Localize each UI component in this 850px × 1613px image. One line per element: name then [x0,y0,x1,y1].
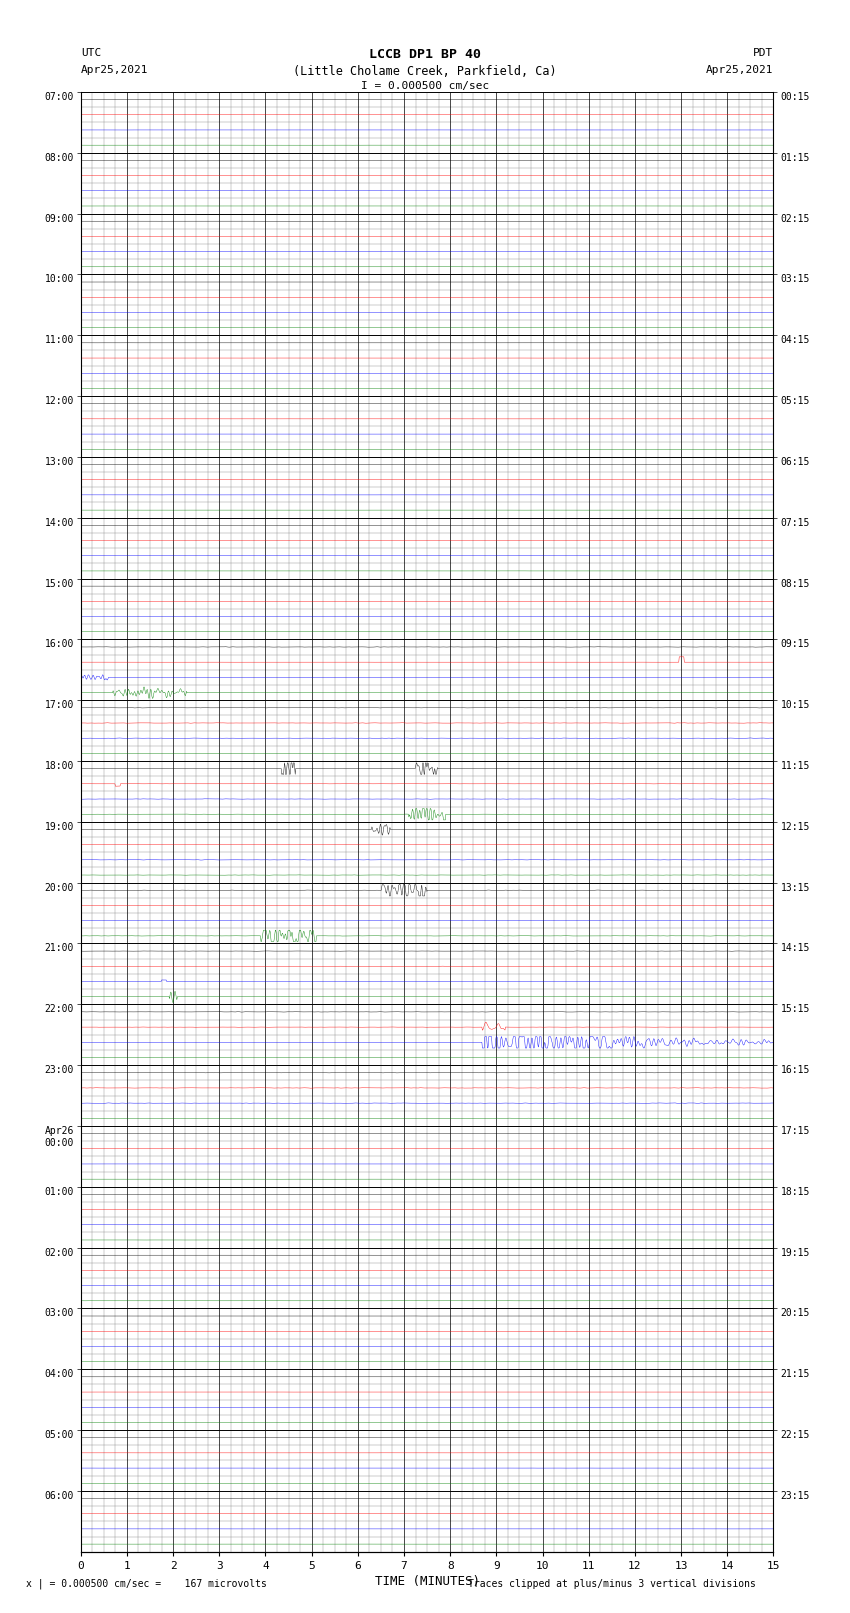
Text: Traces clipped at plus/minus 3 vertical divisions: Traces clipped at plus/minus 3 vertical … [468,1579,756,1589]
Text: UTC: UTC [81,48,101,58]
Text: I = 0.000500 cm/sec: I = 0.000500 cm/sec [361,81,489,90]
Text: PDT: PDT [753,48,774,58]
Text: LCCB DP1 BP 40: LCCB DP1 BP 40 [369,48,481,61]
X-axis label: TIME (MINUTES): TIME (MINUTES) [375,1574,479,1587]
Text: Apr25,2021: Apr25,2021 [81,65,148,74]
Text: (Little Cholame Creek, Parkfield, Ca): (Little Cholame Creek, Parkfield, Ca) [293,65,557,77]
Text: Apr25,2021: Apr25,2021 [706,65,774,74]
Text: x | = 0.000500 cm/sec =    167 microvolts: x | = 0.000500 cm/sec = 167 microvolts [26,1579,266,1589]
